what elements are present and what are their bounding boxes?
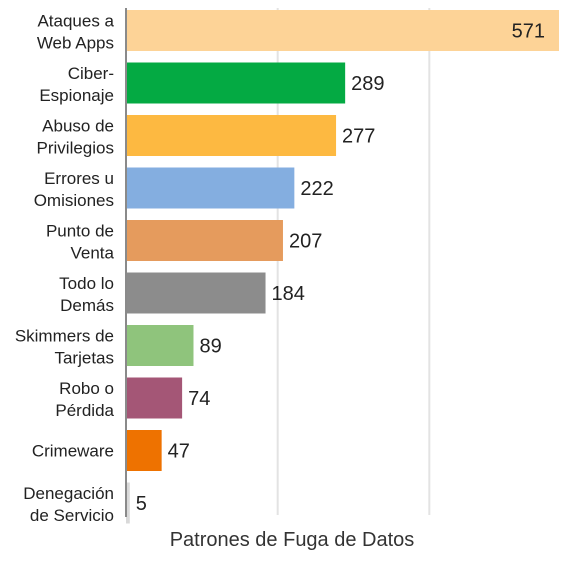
bar-1 [126, 10, 559, 51]
category-label-5: Punto de Venta [46, 222, 115, 263]
bar-7 [126, 325, 194, 366]
bar-2 [126, 62, 346, 104]
bar-3 [126, 115, 337, 156]
category-label-7: Skimmers de Tarjetas [15, 327, 114, 368]
value-label-2: 289 [351, 73, 384, 95]
value-label-3: 277 [342, 126, 375, 148]
bar-6 [126, 272, 266, 314]
value-labels: 571 289 277 222 207 184 89 74 47 5 [136, 21, 545, 516]
value-label-7: 89 [199, 336, 221, 358]
category-labels: Ataques a Web Apps Ciber-Espionaje Abuso de… [15, 12, 115, 526]
category-label-1: Ataques a Web Apps [37, 12, 115, 53]
value-label-4: 222 [300, 178, 333, 200]
category-label-6: Todo lo Demás [59, 274, 114, 315]
bar-10 [126, 482, 130, 524]
value-label-10: 5 [136, 493, 147, 515]
bar-9 [126, 430, 162, 471]
category-label-8: Robo o Pérdida [55, 379, 114, 420]
category-label-4: Errores u Omisiones [34, 169, 114, 210]
bar-4 [126, 167, 295, 209]
x-axis-title: Patrones de Fuga de Datos [170, 529, 415, 551]
value-label-6: 184 [272, 283, 305, 305]
value-label-5: 207 [289, 231, 322, 253]
value-label-9: 47 [168, 441, 190, 463]
category-label-3: Abuso de Privilegios [37, 117, 114, 158]
value-label-8: 74 [188, 388, 210, 410]
category-label-9: Crimeware [32, 442, 114, 461]
category-label-10: Denegación de Servicio [23, 484, 114, 525]
value-label-1: 571 [512, 21, 545, 43]
bar-8 [126, 377, 183, 419]
bar-5 [126, 220, 283, 261]
bars [126, 10, 559, 524]
category-label-2: Ciber-Espionaje [39, 64, 114, 105]
